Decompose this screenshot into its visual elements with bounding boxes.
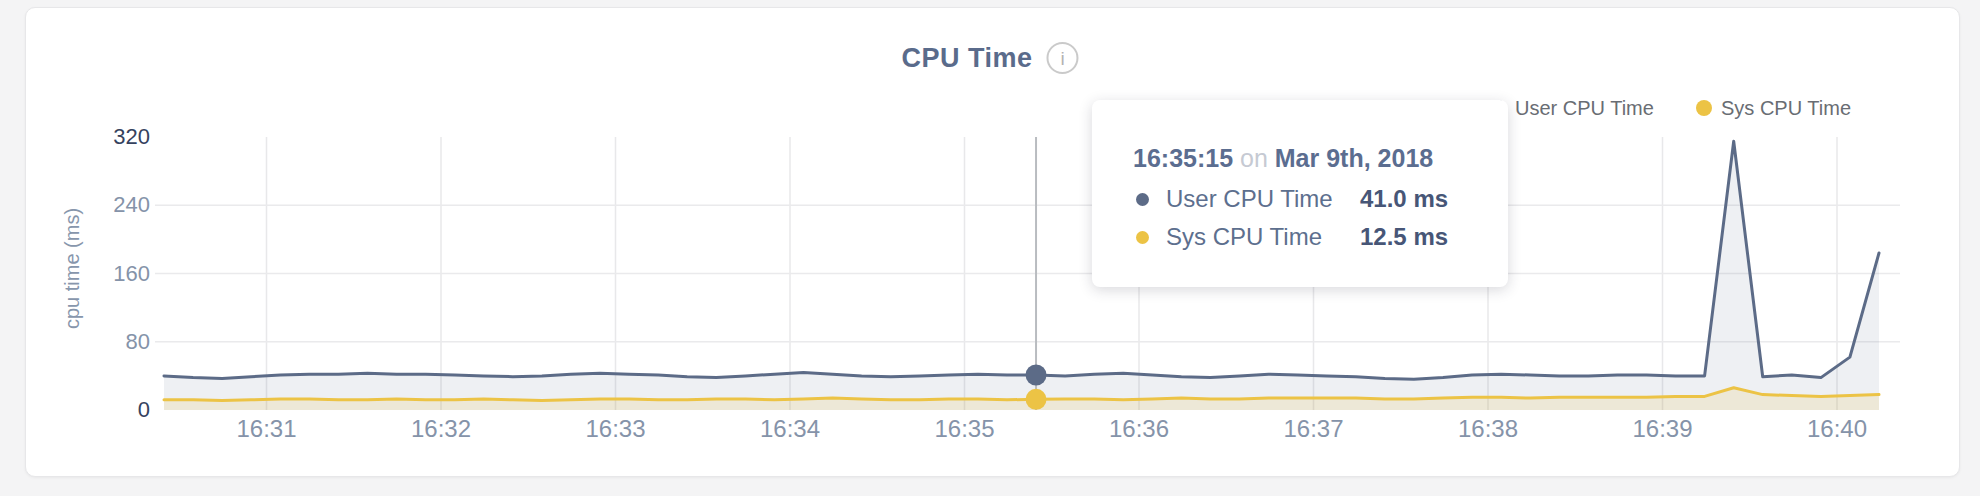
sys-cpu-dot-icon xyxy=(1136,231,1149,244)
tooltip-row-sys: Sys CPU Time xyxy=(1136,224,1322,250)
y-axis-label: 0 xyxy=(70,399,150,421)
chart-title: CPU Time xyxy=(901,43,1032,74)
line-user-cpu xyxy=(164,141,1879,379)
tooltip-row-value-user: 41.0 ms xyxy=(1360,186,1448,212)
tooltip-time: 16:35:15 xyxy=(1133,144,1233,172)
x-axis-label: 16:33 xyxy=(585,417,645,441)
legend-label: Sys CPU Time xyxy=(1721,97,1851,120)
y-axis-label: 240 xyxy=(70,194,150,216)
y-axis-label: 320 xyxy=(70,126,150,148)
legend-item-sys-cpu-time[interactable]: Sys CPU Time xyxy=(1696,97,1851,119)
area-user-cpu xyxy=(164,141,1879,410)
y-axis-label: 80 xyxy=(70,331,150,353)
y-axis-label: 160 xyxy=(70,263,150,285)
x-axis-label: 16:38 xyxy=(1458,417,1518,441)
legend-item-user-cpu-time[interactable]: User CPU Time xyxy=(1490,97,1654,119)
sys-cpu-legend-dot xyxy=(1696,100,1712,116)
info-icon[interactable]: i xyxy=(1047,42,1079,74)
x-axis-label: 16:37 xyxy=(1283,417,1343,441)
x-axis-label: 16:34 xyxy=(760,417,820,441)
hover-dot-user xyxy=(1026,365,1047,386)
x-axis-label: 16:36 xyxy=(1109,417,1169,441)
hover-dot-sys xyxy=(1026,389,1047,410)
hover-tooltip: 16:35:15 on Mar 9th, 2018 User CPU Time … xyxy=(1092,100,1508,287)
user-cpu-dot-icon xyxy=(1136,193,1149,206)
x-axis-label: 16:32 xyxy=(411,417,471,441)
tooltip-row-value-sys: 12.5 ms xyxy=(1360,224,1448,250)
x-axis-label: 16:39 xyxy=(1632,417,1692,441)
x-axis-label: 16:35 xyxy=(934,417,994,441)
legend-label: User CPU Time xyxy=(1515,97,1654,120)
x-axis-label: 16:40 xyxy=(1807,417,1867,441)
tooltip-conjunction: on xyxy=(1240,144,1268,172)
tooltip-date: Mar 9th, 2018 xyxy=(1275,144,1433,172)
tooltip-row-user: User CPU Time xyxy=(1136,186,1333,212)
tooltip-title: 16:35:15 on Mar 9th, 2018 xyxy=(1133,146,1433,171)
x-axis-label: 16:31 xyxy=(236,417,296,441)
tooltip-row-label: Sys CPU Time xyxy=(1166,223,1322,251)
tooltip-row-label: User CPU Time xyxy=(1166,185,1333,213)
